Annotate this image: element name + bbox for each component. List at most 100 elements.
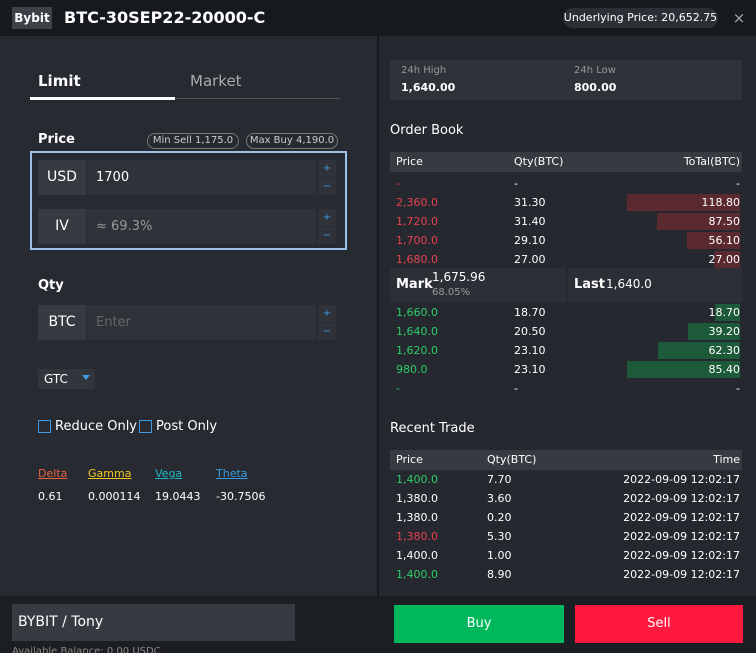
- book-total: 118.80: [701, 196, 741, 209]
- col-header: Time: [713, 453, 740, 466]
- book-qty: 20.50: [514, 325, 546, 338]
- buy-button[interactable]: Buy: [394, 605, 564, 643]
- divider: [377, 36, 379, 596]
- book-total: 85.40: [708, 363, 741, 376]
- book-qty: -: [514, 382, 518, 395]
- unit-cell: USD: [38, 160, 86, 195]
- greek-name: Vega: [155, 467, 183, 480]
- stat-label: 24h High: [401, 65, 447, 76]
- depth-bar: [656, 213, 740, 230]
- book-qty: 31.30: [514, 196, 546, 209]
- step-minus[interactable]: −: [318, 227, 336, 244]
- trade-time: 2022-09-09 12:02:17: [623, 492, 740, 505]
- trade-time: 2022-09-09 12:02:17: [623, 511, 740, 524]
- book-total: 18.70: [708, 306, 741, 319]
- book-price: 1,720.0: [396, 215, 438, 228]
- greek-name: Theta: [216, 467, 248, 480]
- stats-box: [390, 60, 742, 100]
- trade-qty: 0.20: [487, 511, 512, 524]
- input-field[interactable]: 1700: [87, 160, 316, 195]
- table-header: [390, 152, 742, 172]
- step-minus[interactable]: −: [318, 323, 336, 340]
- trade-qty: 8.90: [487, 568, 512, 581]
- book-price: 1,680.0: [396, 253, 438, 266]
- last-price: 1,640.0: [606, 277, 652, 291]
- trade-price: 1,380.0: [396, 511, 438, 524]
- sell-button[interactable]: Sell: [575, 605, 743, 643]
- depth-bar: [657, 342, 740, 359]
- book-qty: 27.00: [514, 253, 546, 266]
- input-field[interactable]: ≈ 69.3%: [87, 209, 316, 244]
- step-plus[interactable]: +: [318, 209, 336, 226]
- checkbox-label: Reduce Only: [55, 419, 137, 434]
- depth-bar: [686, 232, 740, 249]
- logo: Bybit: [12, 7, 52, 29]
- account-box: BYBIT / Tony: [12, 604, 295, 641]
- tab-active-underline: [30, 97, 175, 100]
- depth-bar: [688, 323, 740, 340]
- depth-bar: [627, 194, 740, 211]
- table-header: [390, 450, 742, 470]
- close-button[interactable]: ×: [732, 9, 746, 27]
- checkbox[interactable]: [139, 420, 152, 433]
- select-arrow: [82, 375, 90, 380]
- book-total: 62.30: [708, 344, 741, 357]
- col-header: ToTal(BTC): [683, 155, 740, 168]
- greek-value: -30.7506: [216, 490, 266, 503]
- col-header: Price: [396, 155, 423, 168]
- book-total: -: [736, 382, 740, 395]
- greek-value: 0.000114: [88, 490, 141, 503]
- qty-label: Qty: [38, 278, 64, 293]
- depth-bar: [714, 251, 740, 268]
- balance: Available Balance: 0.00 USDC: [12, 646, 161, 653]
- unit-cell: IV: [38, 209, 86, 244]
- depth-bar: [627, 361, 740, 378]
- trade-qty: 7.70: [487, 473, 512, 486]
- trade-time: 2022-09-09 12:02:17: [623, 568, 740, 581]
- stat-value: 800.00: [574, 81, 617, 94]
- stat-label: 24h Low: [574, 65, 616, 76]
- greek-name: Gamma: [88, 467, 132, 480]
- right-panel: [379, 36, 756, 596]
- greek-value: 0.61: [38, 490, 63, 503]
- trade-price: 1,380.0: [396, 492, 438, 505]
- mark-iv: 68.05%: [432, 287, 471, 298]
- checkbox-label: Post Only: [156, 419, 218, 434]
- trade-price: 1,400.0: [396, 473, 438, 486]
- book-qty: 23.10: [514, 363, 546, 376]
- book-total: 27.00: [708, 253, 741, 266]
- book-price: 1,700.0: [396, 234, 438, 247]
- step-minus[interactable]: −: [318, 178, 336, 195]
- trade-price: 1,400.0: [396, 568, 438, 581]
- tab-underline: [30, 98, 340, 99]
- book-qty: -: [514, 177, 518, 190]
- tab-limit[interactable]: Limit: [38, 72, 81, 90]
- book-price: -: [396, 382, 400, 395]
- symbol: BTC-30SEP22-20000-C: [64, 8, 266, 27]
- tab-market[interactable]: Market: [190, 72, 242, 90]
- trade-qty: 5.30: [487, 530, 512, 543]
- book-total: 87.50: [708, 215, 741, 228]
- step-plus[interactable]: +: [318, 160, 336, 177]
- book-price: 1,640.0: [396, 325, 438, 338]
- book-price: 2,360.0: [396, 196, 438, 209]
- book-qty: 23.10: [514, 344, 546, 357]
- input-field[interactable]: Enter: [87, 305, 316, 340]
- book-total: 56.10: [708, 234, 741, 247]
- underlying-price: Underlying Price: 20,652.75: [563, 8, 718, 28]
- stat-value: 1,640.00: [401, 81, 456, 94]
- book-total: 39.20: [708, 325, 741, 338]
- depth-bar: [715, 304, 740, 321]
- price-label: Price: [38, 132, 75, 147]
- unit-cell: BTC: [38, 305, 86, 340]
- tif-select[interactable]: GTC: [38, 369, 95, 389]
- book-price: 980.0: [396, 363, 428, 376]
- step-plus[interactable]: +: [318, 305, 336, 322]
- greek-name: Delta: [38, 467, 68, 480]
- trade-qty: 3.60: [487, 492, 512, 505]
- greek-value: 19.0443: [155, 490, 201, 503]
- checkbox[interactable]: [38, 420, 51, 433]
- book-qty: 31.40: [514, 215, 546, 228]
- min-sell: Min Sell 1,175.0: [147, 133, 239, 149]
